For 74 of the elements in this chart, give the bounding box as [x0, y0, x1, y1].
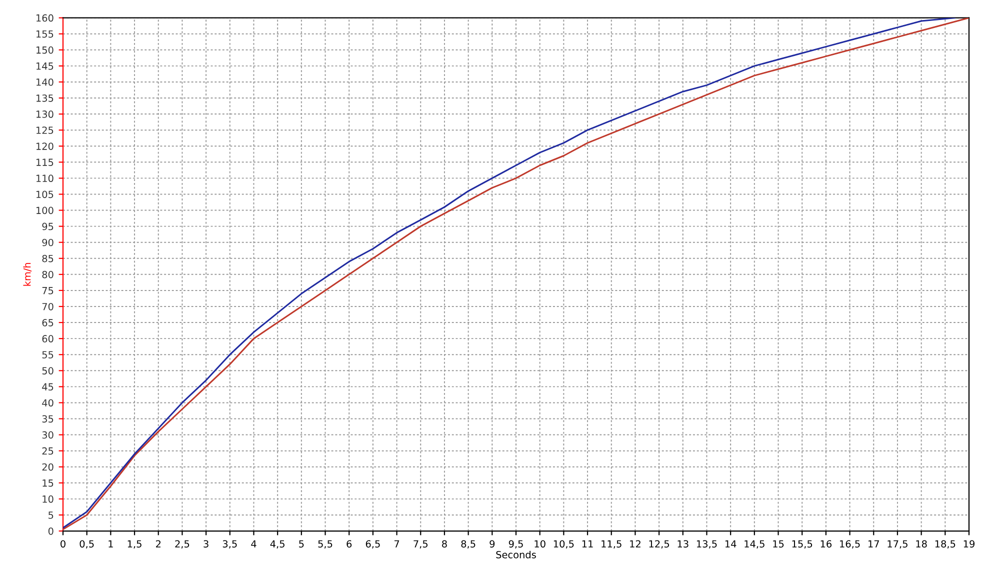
- y-tick-label: 130: [36, 110, 54, 118]
- x-tick-label: 4,5: [270, 540, 284, 549]
- y-tick-label: 60: [42, 335, 54, 342]
- x-tick-label: 10: [534, 540, 546, 548]
- y-tick-label: 30: [42, 431, 54, 439]
- y-tick-label: 145: [36, 62, 54, 70]
- x-tick-label: 11: [582, 540, 593, 548]
- x-tick-label: 3: [204, 540, 208, 548]
- x-tick-label: 15,5: [792, 540, 812, 549]
- x-tick-label: 2: [156, 540, 160, 548]
- x-tick-label: 1,5: [128, 540, 142, 549]
- x-tick-label: 14,5: [744, 540, 764, 549]
- y-tick-label: 75: [42, 287, 54, 294]
- x-tick-label: 7,5: [414, 540, 428, 549]
- x-tick-label: 3,5: [222, 540, 237, 549]
- y-tick-label: 5: [48, 512, 54, 519]
- y-tick-label: 150: [36, 46, 54, 54]
- x-tick-label: 17,5: [888, 540, 908, 549]
- y-axis-title: km/h: [23, 262, 32, 286]
- x-tick-label: 16: [820, 540, 832, 548]
- y-tick-label: 160: [36, 14, 54, 22]
- y-tick-label: 90: [42, 238, 54, 246]
- x-tick-label: 10,5: [554, 540, 574, 549]
- y-tick-label: 85: [42, 254, 54, 262]
- y-tick-label: 15: [42, 480, 54, 487]
- y-tick-label: 140: [36, 78, 54, 86]
- x-tick-label: 16,5: [840, 540, 860, 549]
- x-tick-label: 12: [630, 540, 640, 548]
- y-tick-label: 105: [36, 190, 54, 198]
- y-tick-label: 115: [36, 158, 54, 166]
- y-tick-label: 20: [42, 463, 54, 471]
- x-tick-label: 17: [868, 540, 879, 548]
- x-tick-label: 6: [346, 540, 352, 548]
- y-tick-label: 0: [48, 527, 54, 535]
- x-tick-label: 18: [916, 540, 927, 548]
- x-tick-label: 7: [394, 540, 400, 548]
- x-tick-label: 13,5: [696, 540, 717, 549]
- x-tick-label: 19: [964, 540, 974, 548]
- x-tick-label: 14: [725, 540, 736, 548]
- x-tick-label: 8,5: [461, 540, 476, 549]
- x-tick-label: 9: [490, 540, 495, 548]
- y-tick-label: 70: [42, 302, 54, 310]
- x-tick-label: 15: [773, 540, 784, 548]
- y-tick-label: 110: [36, 174, 54, 182]
- x-tick-label: 8: [442, 540, 447, 548]
- y-tick-label: 45: [42, 383, 54, 391]
- y-tick-label: 155: [36, 30, 54, 38]
- y-tick-label: 80: [42, 270, 54, 278]
- x-tick-label: 18,5: [935, 540, 956, 549]
- x-tick-label: 9,5: [508, 540, 523, 549]
- x-tick-label: 6,5: [366, 540, 380, 549]
- y-tick-label: 55: [42, 351, 54, 358]
- y-tick-label: 65: [42, 319, 54, 326]
- x-tick-label: 0: [60, 540, 66, 548]
- x-tick-label: 4: [251, 540, 256, 548]
- x-tick-label: 13: [678, 540, 688, 548]
- y-tick-label: 35: [42, 415, 54, 423]
- x-tick-label: 5,5: [318, 540, 332, 549]
- y-tick-label: 135: [36, 94, 54, 102]
- y-tick-label: 40: [42, 399, 54, 407]
- x-tick-label: 11,5: [602, 540, 622, 549]
- y-tick-label: 100: [36, 206, 54, 214]
- x-tick-label: 0,5: [80, 540, 94, 549]
- x-tick-label: 12,5: [649, 540, 670, 549]
- y-tick-label: 25: [42, 447, 54, 455]
- y-tick-label: 125: [36, 126, 54, 134]
- y-tick-label: 50: [42, 367, 54, 374]
- x-axis-title: Seconds: [496, 550, 536, 558]
- y-tick-label: 10: [42, 495, 54, 503]
- y-tick-label: 95: [42, 222, 54, 230]
- x-tick-label: 1: [108, 540, 113, 548]
- x-tick-label: 2,5: [175, 540, 190, 549]
- x-tick-label: 5: [299, 540, 304, 548]
- y-tick-label: 120: [36, 142, 54, 150]
